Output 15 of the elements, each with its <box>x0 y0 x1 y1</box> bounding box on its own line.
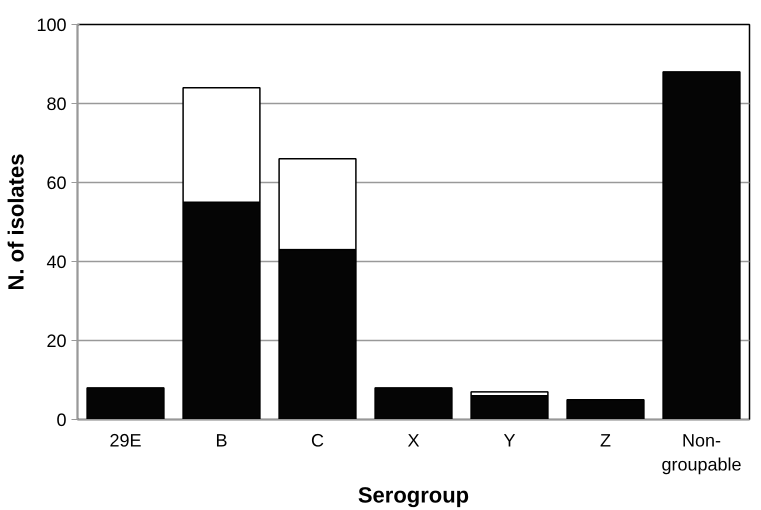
x-tick-label: Y <box>503 430 516 450</box>
x-tick-label: 29E <box>109 430 142 450</box>
y-tick-label: 40 <box>46 252 67 272</box>
x-tick-label: Z <box>600 430 611 450</box>
y-tick-label: 0 <box>56 410 67 430</box>
y-tick-label: 80 <box>46 94 67 114</box>
x-tick-label: X <box>407 430 420 450</box>
y-tick-label: 100 <box>36 15 67 35</box>
x-tick-label: B <box>215 430 228 450</box>
y-tick-label: 60 <box>46 173 67 193</box>
y-tick-label: 20 <box>46 331 67 351</box>
x-tick-label: C <box>311 430 324 450</box>
x-tick-label: Non- groupable <box>661 430 742 474</box>
y-axis-title: N. of isolates <box>3 154 28 290</box>
x-axis-title: Serogroup <box>358 482 470 508</box>
